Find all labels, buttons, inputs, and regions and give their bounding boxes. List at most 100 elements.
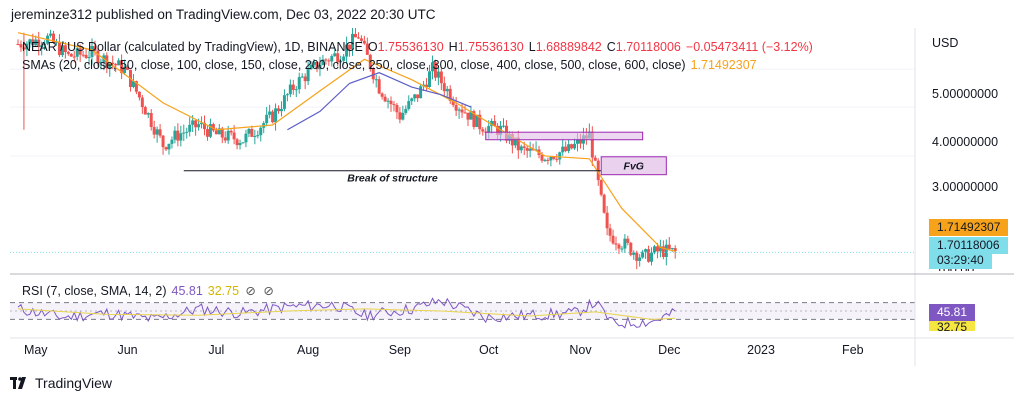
candle-body xyxy=(567,144,571,152)
candle-body xyxy=(235,139,239,146)
candle-body xyxy=(185,131,189,133)
candle-body xyxy=(194,120,198,128)
rsi-sma-legend-value: 32.75 xyxy=(207,284,240,298)
candle-body xyxy=(451,100,455,106)
candle-body xyxy=(253,135,257,137)
candle-body xyxy=(525,147,529,151)
candle-body xyxy=(442,83,446,92)
candle-body xyxy=(401,112,405,120)
candle-body xyxy=(244,133,248,143)
rsi-pane[interactable] xyxy=(10,297,915,329)
candle-body xyxy=(655,246,659,252)
candle-body xyxy=(134,81,138,92)
candle-body xyxy=(333,53,337,57)
fvg-label: FvG xyxy=(624,161,644,173)
candle-body xyxy=(425,84,429,88)
time-axis-label: Sep xyxy=(388,343,412,357)
time-axis-label: Dec xyxy=(658,343,681,357)
candle-body xyxy=(481,129,485,132)
candle-body xyxy=(670,248,674,250)
close-value: 1.70118006 xyxy=(615,40,681,54)
candle-body xyxy=(404,108,408,113)
candle-body xyxy=(629,242,633,255)
candle-body xyxy=(161,135,165,148)
candle-body xyxy=(179,133,183,141)
candle-body xyxy=(52,33,56,43)
rsi-legend: RSI (7, close, SMA, 14, 2) 45.81 32.75 ⊘ ⊘ xyxy=(22,283,280,298)
candle-body xyxy=(626,238,630,243)
candle-body xyxy=(561,146,565,153)
candle-body xyxy=(342,56,346,61)
chart-background xyxy=(10,28,1014,366)
tradingview-logo-icon xyxy=(10,377,26,389)
time-axis-label: Aug xyxy=(296,343,320,357)
candle-body xyxy=(49,33,53,36)
price-pane[interactable] xyxy=(10,28,915,270)
sma-legend: SMAs (20, close, 50, close, 100, close, … xyxy=(22,58,762,72)
chart-svg[interactable]: Break of structure FvG xyxy=(10,28,1014,366)
candle-body xyxy=(599,180,603,195)
candle-body xyxy=(60,45,64,56)
candle-body xyxy=(247,128,251,134)
last-price-badge: 1.70118006 xyxy=(929,237,1008,254)
candle-body xyxy=(250,128,254,137)
candle-body xyxy=(75,48,79,57)
supply-zone-box xyxy=(485,131,644,141)
price-axis-currency: USD xyxy=(932,36,959,50)
close-label: C xyxy=(606,40,616,54)
candle-body xyxy=(522,146,526,148)
time-axis-label: Feb xyxy=(842,343,864,357)
sma-price-badge: 1.71492307 xyxy=(929,219,1009,236)
candle-body xyxy=(137,91,141,98)
candle-body xyxy=(460,109,464,113)
sma-line xyxy=(17,32,676,252)
candle-body xyxy=(57,41,61,56)
candle-body xyxy=(430,62,434,72)
candle-body xyxy=(351,33,355,50)
candle-body xyxy=(359,38,363,41)
candle-body xyxy=(99,61,103,64)
candle-body xyxy=(552,156,556,159)
candle-body xyxy=(658,246,662,252)
hide-icon-2[interactable]: ⊘ xyxy=(263,284,274,298)
candle-body xyxy=(111,62,115,65)
price-tick-4: 4.00000000 xyxy=(932,135,999,149)
candle-body xyxy=(457,109,461,111)
break-of-structure-label: Break of structure xyxy=(347,173,438,185)
candle-body xyxy=(543,159,547,161)
candle-body xyxy=(72,56,76,58)
publisher-line: jereminze312 published on TradingView.co… xyxy=(11,7,436,22)
candle-body xyxy=(570,144,574,149)
candle-body xyxy=(277,108,281,112)
candle-body xyxy=(605,212,609,229)
candle-body xyxy=(265,114,269,124)
candle-body xyxy=(386,100,390,102)
candle-body xyxy=(416,94,420,99)
rsi-band xyxy=(10,302,915,320)
candle-body xyxy=(454,105,458,111)
chart-frame[interactable]: Break of structure FvG USD 5.00000000 4.0… xyxy=(10,28,1014,366)
candle-body xyxy=(191,120,195,125)
candle-body xyxy=(433,62,437,78)
candle-body xyxy=(300,76,304,78)
candle-body xyxy=(306,69,310,82)
candle-body xyxy=(519,146,523,151)
candle-body xyxy=(345,44,349,57)
candle-body xyxy=(259,127,263,136)
candle-body xyxy=(635,252,639,261)
candle-body xyxy=(324,59,328,61)
symbol-title: NEAR / US Dollar (calculated by TradingV… xyxy=(22,40,363,54)
candle-body xyxy=(152,127,156,135)
symbol-legend: NEAR / US Dollar (calculated by TradingV… xyxy=(22,40,818,54)
candle-body xyxy=(638,257,642,261)
candle-body xyxy=(395,104,399,113)
candle-body xyxy=(617,244,621,249)
candle-body xyxy=(117,60,121,66)
candle-body xyxy=(238,143,242,146)
candle-body xyxy=(274,108,278,123)
footer: TradingView xyxy=(10,375,112,391)
candle-body xyxy=(407,101,411,109)
candle-body xyxy=(330,56,334,62)
hide-icon[interactable]: ⊘ xyxy=(245,284,256,298)
candle-body xyxy=(410,98,414,102)
